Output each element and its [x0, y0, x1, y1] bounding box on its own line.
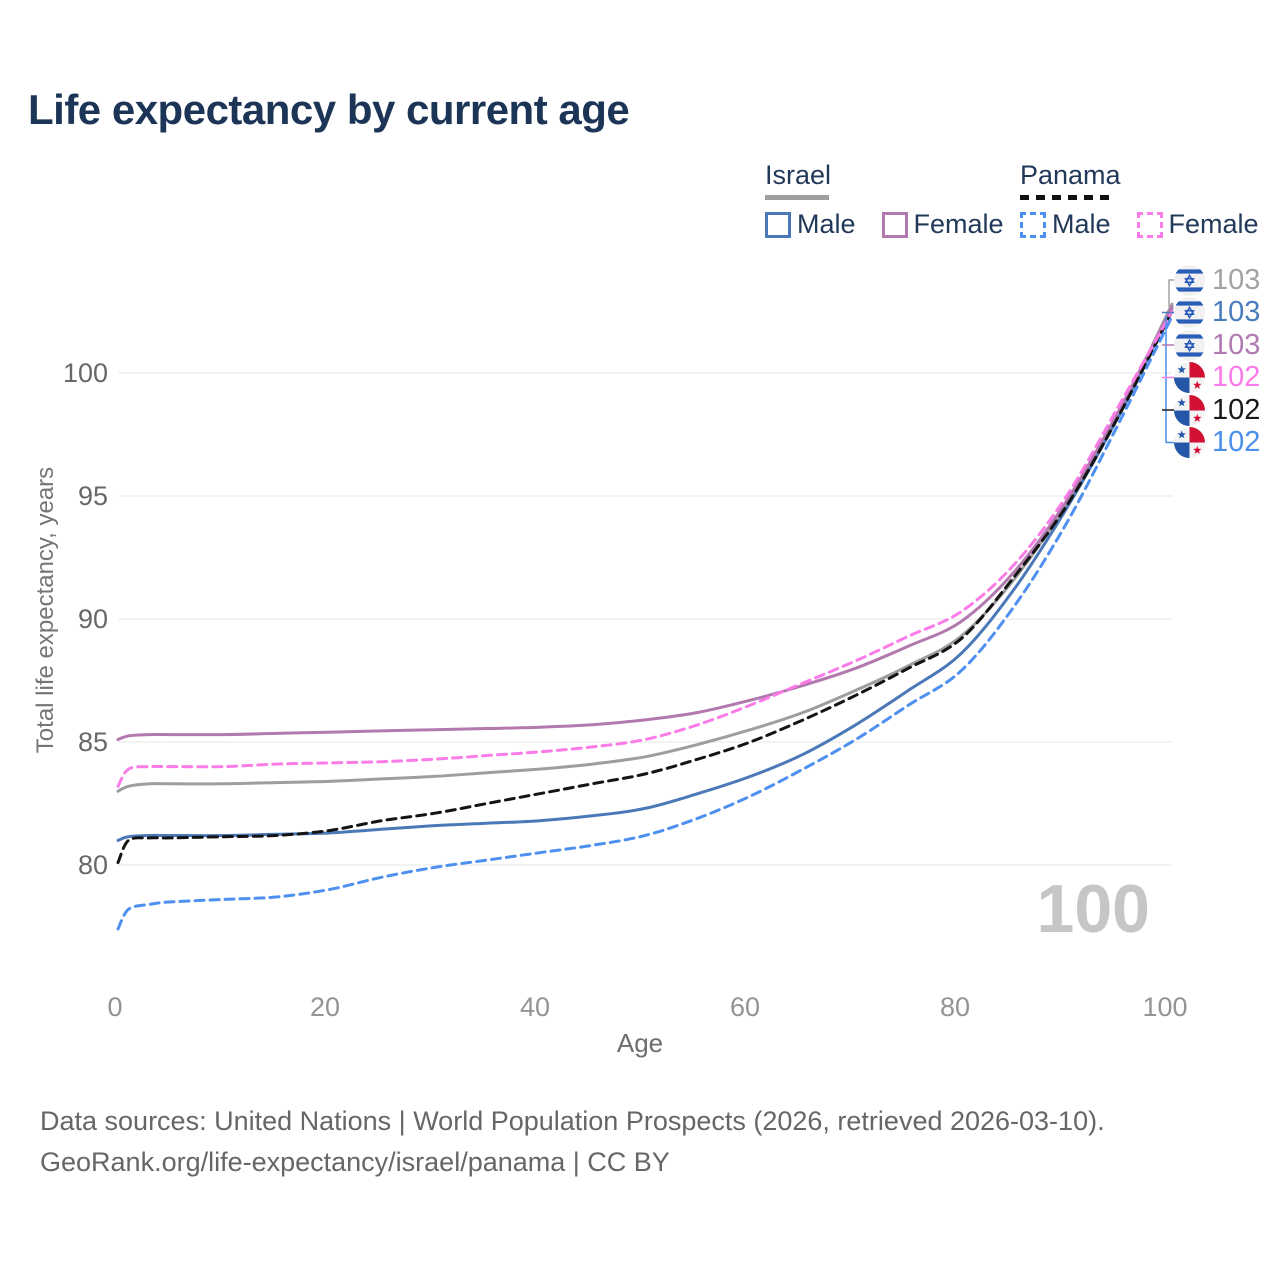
legend-checkbox-israel-female[interactable]: Female: [881, 209, 1004, 240]
legend-group-israel: Israel Male Female: [765, 160, 1004, 240]
israel-flag-icon: [1174, 329, 1205, 361]
end-label-value: 102: [1212, 426, 1261, 458]
y-tick-95: 95: [77, 481, 108, 511]
x-tick-80: 80: [939, 992, 971, 1022]
series-lines: [116, 302, 1174, 931]
series-line-israel-female: [116, 305, 1174, 742]
page-title: Life expectancy by current age: [28, 86, 630, 133]
x-tick-40: 40: [519, 992, 551, 1022]
series-line-israel-total: [116, 302, 1174, 793]
legend-country-panama: Panama: [1020, 160, 1121, 190]
x-tick-100: 100: [1142, 992, 1188, 1022]
end-label-row-israel-1: 103: [1174, 297, 1260, 328]
panama-male-swatch-icon[interactable]: [1020, 211, 1046, 238]
end-label-value: 103: [1212, 296, 1261, 328]
end-label-value: 103: [1212, 263, 1261, 296]
israel-flag-icon: [1174, 297, 1205, 328]
end-label-value: 103: [1212, 328, 1261, 361]
x-axis-title: Age: [616, 1028, 664, 1058]
legend-group-panama: Panama Male Female: [1020, 160, 1259, 240]
legend-label-panama-female[interactable]: Female: [1168, 209, 1259, 239]
israel-female-swatch-icon[interactable]: [881, 211, 908, 238]
legend-checkbox-panama-female[interactable]: Female: [1136, 209, 1259, 240]
footer-sources: Data sources: United Nations | World Pop…: [40, 1106, 1105, 1136]
x-tick-0: 0: [107, 992, 123, 1022]
gridlines: [118, 372, 1172, 866]
end-label-row-israel-2: 103: [1174, 328, 1261, 361]
panama-line-swatch: [1020, 195, 1112, 200]
legend-label-panama-male[interactable]: Male: [1052, 209, 1111, 239]
panama-flag-icon: [1174, 427, 1205, 458]
end-label-value: 102: [1212, 393, 1261, 426]
end-label-value: 102: [1212, 361, 1261, 393]
end-label-row-panama-4: 102: [1174, 393, 1261, 426]
panama-flag-icon: [1174, 394, 1205, 426]
legend-label-israel-male[interactable]: Male: [797, 209, 856, 239]
panama-female-swatch-icon[interactable]: [1136, 211, 1163, 238]
end-label-row-panama-3: 102: [1174, 362, 1260, 393]
panama-flag-icon: [1174, 362, 1205, 393]
y-axis-title: Total life expectancy, years: [32, 466, 59, 754]
y-tick-85: 85: [77, 727, 108, 757]
series-line-panama-total: [116, 310, 1174, 865]
israel-male-swatch-icon[interactable]: [765, 211, 791, 238]
age-watermark: 100: [1036, 871, 1150, 947]
legend-checkbox-panama-male[interactable]: Male: [1020, 209, 1111, 240]
legend-checkbox-israel-male[interactable]: Male: [765, 209, 856, 240]
y-tick-90: 90: [77, 604, 108, 634]
y-tick-80: 80: [77, 850, 108, 880]
series-line-panama-male: [116, 314, 1174, 931]
legend-country-israel: Israel: [765, 160, 832, 190]
leader-lines: [1162, 279, 1176, 444]
x-tick-20: 20: [309, 992, 341, 1022]
israel-line-swatch: [765, 195, 829, 200]
end-label-row-panama-5: 102: [1174, 427, 1260, 458]
x-tick-60: 60: [729, 992, 761, 1022]
legend-label-israel-female[interactable]: Female: [913, 209, 1004, 239]
series-line-israel-male: [116, 306, 1174, 842]
footer-attribution: GeoRank.org/life-expectancy/israel/panam…: [40, 1147, 670, 1177]
israel-flag-icon: [1174, 264, 1205, 296]
y-tick-100: 100: [62, 358, 108, 388]
end-label-row-israel-0: 103: [1174, 263, 1261, 296]
series-line-panama-female: [116, 310, 1174, 788]
